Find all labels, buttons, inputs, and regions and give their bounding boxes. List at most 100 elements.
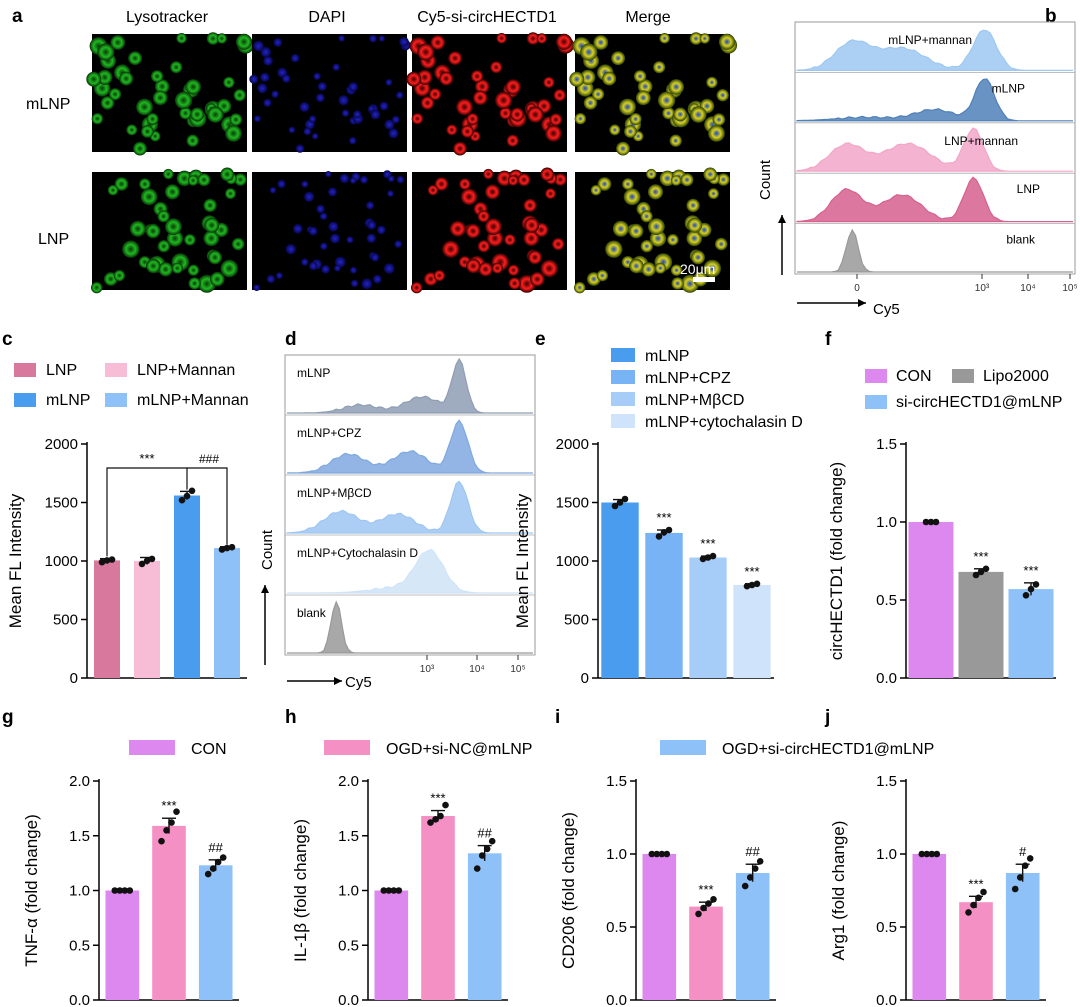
cell [263,56,273,66]
cell [616,141,630,156]
legend-swatch-2 [14,393,36,407]
bracket-1 [106,467,188,557]
bar-2 [198,865,233,1000]
bar-2 [735,873,770,1000]
data-point [982,565,990,573]
cell [477,210,490,223]
panel-label-f: f [825,329,832,350]
cell [507,264,520,276]
cell [545,124,562,142]
cell [459,178,471,190]
cell [396,175,405,184]
y-tick-label: 0.0 [876,670,897,687]
scale-bar-label: 20μm [680,261,715,277]
y-tick-label: 1.5 [606,773,627,790]
legend-ghij: CON OGD+si-NC@mLNP OGD+si-circHECTD1@mLNP [129,740,934,758]
cell [483,168,494,180]
data-point [143,557,151,565]
cell [583,96,598,110]
data-point [751,865,759,872]
cell [554,173,567,186]
cell [517,173,531,187]
cell [146,113,159,125]
cell [449,220,466,237]
significance-mark: ## [745,844,760,859]
microscopy-tile [411,167,567,294]
data-point [228,543,236,551]
cell [271,90,279,98]
cell [288,126,296,134]
legend-label-0: mLNP [645,348,689,365]
bar-1 [959,902,993,1000]
cell [691,250,705,265]
cell [350,266,357,274]
cell [157,210,170,223]
cell [349,137,357,145]
cell [197,173,211,187]
legend-label-1: Lipo2000 [983,368,1049,385]
cell [164,184,181,200]
y-arrow-head [778,215,786,223]
cell [188,277,201,290]
bar-2 [1005,873,1040,1000]
cell [654,262,666,274]
bar-chart-i: 0.0 0.5 1.0 1.5 CD206 (fold change) *** ## [559,773,776,1007]
data-point [746,874,754,881]
cell [174,91,193,110]
microscopy-tile [86,32,255,156]
cell [145,223,161,239]
bar-2 [174,495,200,678]
cell [119,71,134,86]
cell [640,210,653,223]
cell [309,115,317,123]
microscopy-grid: Lysotracker DAPI Cy5-si-circHECTD1 Merge… [26,9,738,294]
x-tick-label: 0 [854,283,860,294]
cell [332,63,340,71]
cell [499,107,512,120]
y-tick-label: 2000 [45,436,78,453]
legend-label-2: mLNP [46,392,90,409]
cell [708,188,719,200]
cell [657,91,676,110]
cell [478,262,493,277]
cell [670,264,683,276]
cell [366,233,376,243]
data-point [188,487,196,495]
cell [150,70,164,83]
cell [637,79,653,94]
y-axis-title: TNF-α (fold change) [22,814,41,967]
cell [716,89,729,102]
x-tick-label: 10³ [420,664,435,675]
y-tick-label: 2.0 [338,773,359,790]
cell [114,177,129,191]
cell [203,198,217,213]
cell [377,225,386,235]
significance-mark: ## [208,840,223,855]
cell [319,212,328,220]
data-point [98,558,106,566]
histogram-label: blank [1006,233,1036,247]
histogram-series-2 [796,127,1073,172]
cell [680,173,694,187]
cell [370,109,381,120]
significance-mark: ### [199,452,219,466]
bar-0 [374,890,409,1000]
y-tick-label: 1500 [45,495,78,512]
histogram-series-0 [287,357,533,414]
data-point [753,580,761,588]
cell [629,258,644,274]
cell [470,70,484,83]
cell [367,220,377,230]
cell [253,284,261,291]
legend-swatch-2 [611,392,635,406]
panel-label-j: j [824,707,830,728]
cell [453,141,467,156]
data-point [432,816,439,823]
cell [334,256,346,268]
cell [411,281,423,294]
legend-swatch-0 [865,369,887,383]
data-point [977,568,985,576]
cell [315,93,325,103]
y-tick-label: 0.0 [606,992,627,1007]
y-tick-label: 0.5 [876,919,897,936]
